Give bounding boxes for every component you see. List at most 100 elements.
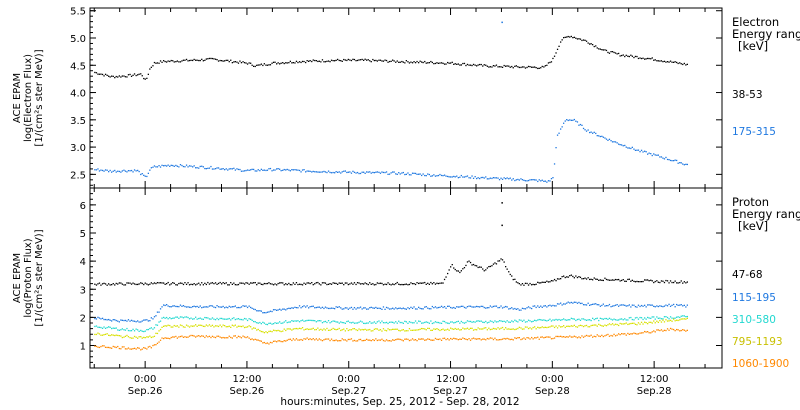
data-point <box>369 282 371 284</box>
data-point <box>182 59 185 61</box>
data-point <box>289 170 291 172</box>
data-point <box>250 62 252 64</box>
data-point <box>387 328 389 330</box>
data-point <box>431 283 433 285</box>
data-point <box>234 169 236 171</box>
data-point <box>431 61 433 64</box>
data-point <box>489 66 491 68</box>
data-point <box>211 317 214 319</box>
data-point <box>221 60 223 62</box>
data-point <box>144 282 146 284</box>
data-point <box>227 318 229 320</box>
data-point <box>404 283 406 286</box>
data-point <box>390 284 392 286</box>
data-point <box>246 319 249 322</box>
data-point <box>198 282 200 284</box>
data-point <box>340 329 342 332</box>
data-point <box>118 282 120 284</box>
data-point <box>236 337 238 339</box>
data-point <box>214 282 217 284</box>
data-point <box>573 118 575 121</box>
data-point <box>589 278 591 281</box>
data-point <box>263 341 265 344</box>
data-point <box>570 336 572 338</box>
data-point <box>332 320 334 322</box>
data-point <box>651 316 653 318</box>
data-point <box>453 175 455 178</box>
data-point <box>477 327 479 329</box>
data-point <box>268 322 270 324</box>
data-point <box>309 60 311 62</box>
data-point <box>314 307 316 309</box>
data-point <box>541 306 543 308</box>
data-point <box>378 320 380 322</box>
data-point <box>381 308 383 310</box>
data-point <box>382 328 385 330</box>
data-point <box>587 42 589 44</box>
data-point <box>668 320 670 322</box>
data-point <box>608 303 611 306</box>
data-point <box>190 325 192 327</box>
data-point <box>370 61 372 63</box>
data-point <box>422 61 424 64</box>
data-point <box>129 282 131 284</box>
data-point <box>282 308 284 310</box>
data-point <box>372 58 374 61</box>
data-point <box>627 55 629 57</box>
data-point <box>628 333 630 335</box>
data-point <box>686 317 688 319</box>
data-point <box>639 323 641 325</box>
data-point <box>295 338 298 340</box>
data-point <box>582 304 585 306</box>
data-point <box>685 318 687 320</box>
data-point <box>384 340 386 342</box>
data-point <box>198 167 200 169</box>
data-point <box>486 65 488 67</box>
data-point <box>466 339 469 341</box>
data-point <box>448 62 450 64</box>
data-point <box>482 176 484 179</box>
data-point <box>372 330 374 332</box>
data-point <box>498 339 501 341</box>
data-point <box>279 282 281 284</box>
data-point <box>411 172 414 174</box>
data-point <box>584 335 586 337</box>
data-point <box>298 61 301 63</box>
data-point <box>361 340 363 342</box>
data-point <box>656 316 658 318</box>
data-point <box>677 319 679 322</box>
data-point <box>556 327 559 329</box>
data-point <box>480 63 482 66</box>
data-point <box>133 335 136 338</box>
data-point <box>576 38 579 40</box>
data-point <box>627 319 629 321</box>
data-point <box>636 306 638 308</box>
data-point <box>398 172 400 174</box>
data-point <box>173 165 175 167</box>
data-point <box>256 329 258 331</box>
data-point <box>411 283 414 285</box>
data-point <box>581 302 583 304</box>
data-point <box>295 169 298 171</box>
data-point <box>555 305 557 307</box>
data-point <box>527 306 530 308</box>
data-point <box>395 307 397 309</box>
data-point <box>217 167 220 169</box>
data-point <box>576 326 579 328</box>
data-point <box>321 306 324 308</box>
data-point <box>103 334 105 336</box>
data-point <box>541 281 543 283</box>
data-point <box>634 332 637 335</box>
data-point <box>127 347 130 349</box>
data-point <box>570 317 572 319</box>
data-point <box>509 328 511 330</box>
data-point <box>211 168 214 170</box>
data-point <box>593 324 595 326</box>
data-point <box>424 281 426 284</box>
data-point <box>407 330 409 332</box>
data-point <box>243 170 246 172</box>
data-point <box>685 282 687 284</box>
data-point <box>590 304 592 306</box>
data-point <box>172 164 174 167</box>
data-point <box>274 309 276 311</box>
